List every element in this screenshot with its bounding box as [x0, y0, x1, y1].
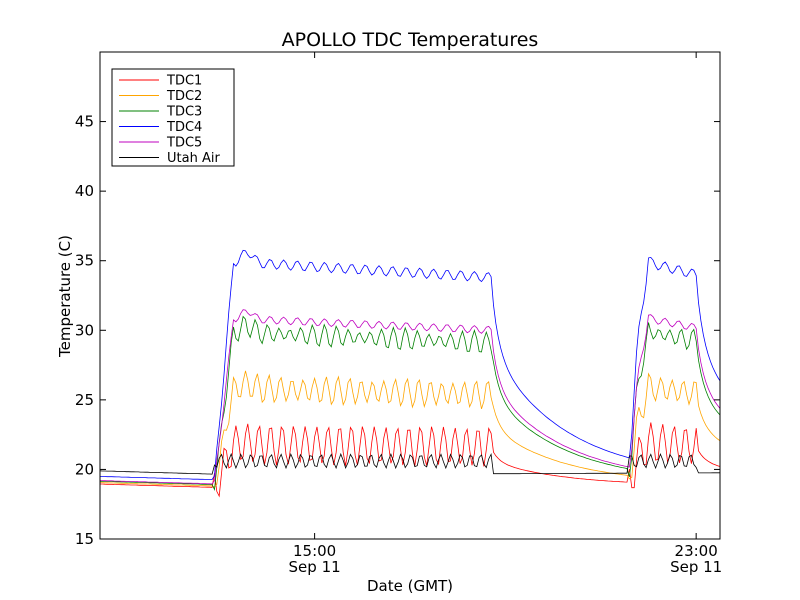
- x-axis-label: Date (GMT): [367, 577, 453, 595]
- legend-label: TDC3: [166, 105, 202, 120]
- x-tick-label: 23:00: [675, 542, 718, 560]
- series-line-tdc2: [100, 370, 721, 488]
- legend-label: TDC4: [166, 120, 202, 135]
- legend-label: TDC1: [166, 74, 202, 89]
- y-tick-label: 35: [75, 252, 94, 270]
- series-line-tdc5: [100, 309, 721, 485]
- legend-label: TDC5: [166, 136, 202, 151]
- y-tick-label: 45: [75, 113, 94, 131]
- y-tick-label: 20: [75, 460, 94, 478]
- series-line-tdc3: [99, 315, 721, 492]
- series-layer: [99, 249, 721, 498]
- y-tick-label: 25: [75, 391, 94, 409]
- chart-title: APOLLO TDC Temperatures: [282, 29, 539, 51]
- y-axis-label: Temperature (C): [56, 235, 74, 358]
- plot-frame: [99, 51, 721, 540]
- y-tick-label: 40: [75, 182, 94, 200]
- series-line-utah-air: [99, 452, 720, 475]
- series-line-tdc4: [100, 249, 721, 480]
- legend-box: [111, 68, 235, 167]
- x-tick-label: 15:00: [293, 542, 336, 560]
- y-tick-label: 15: [75, 530, 94, 548]
- x-tick-label: Sep 11: [289, 558, 341, 576]
- series-line-tdc1: [100, 422, 721, 498]
- legend-label: TDC2: [166, 89, 202, 104]
- y-tick-label: 30: [75, 321, 94, 339]
- x-tick-label: Sep 11: [670, 558, 722, 576]
- legend-label: Utah Air: [167, 151, 220, 166]
